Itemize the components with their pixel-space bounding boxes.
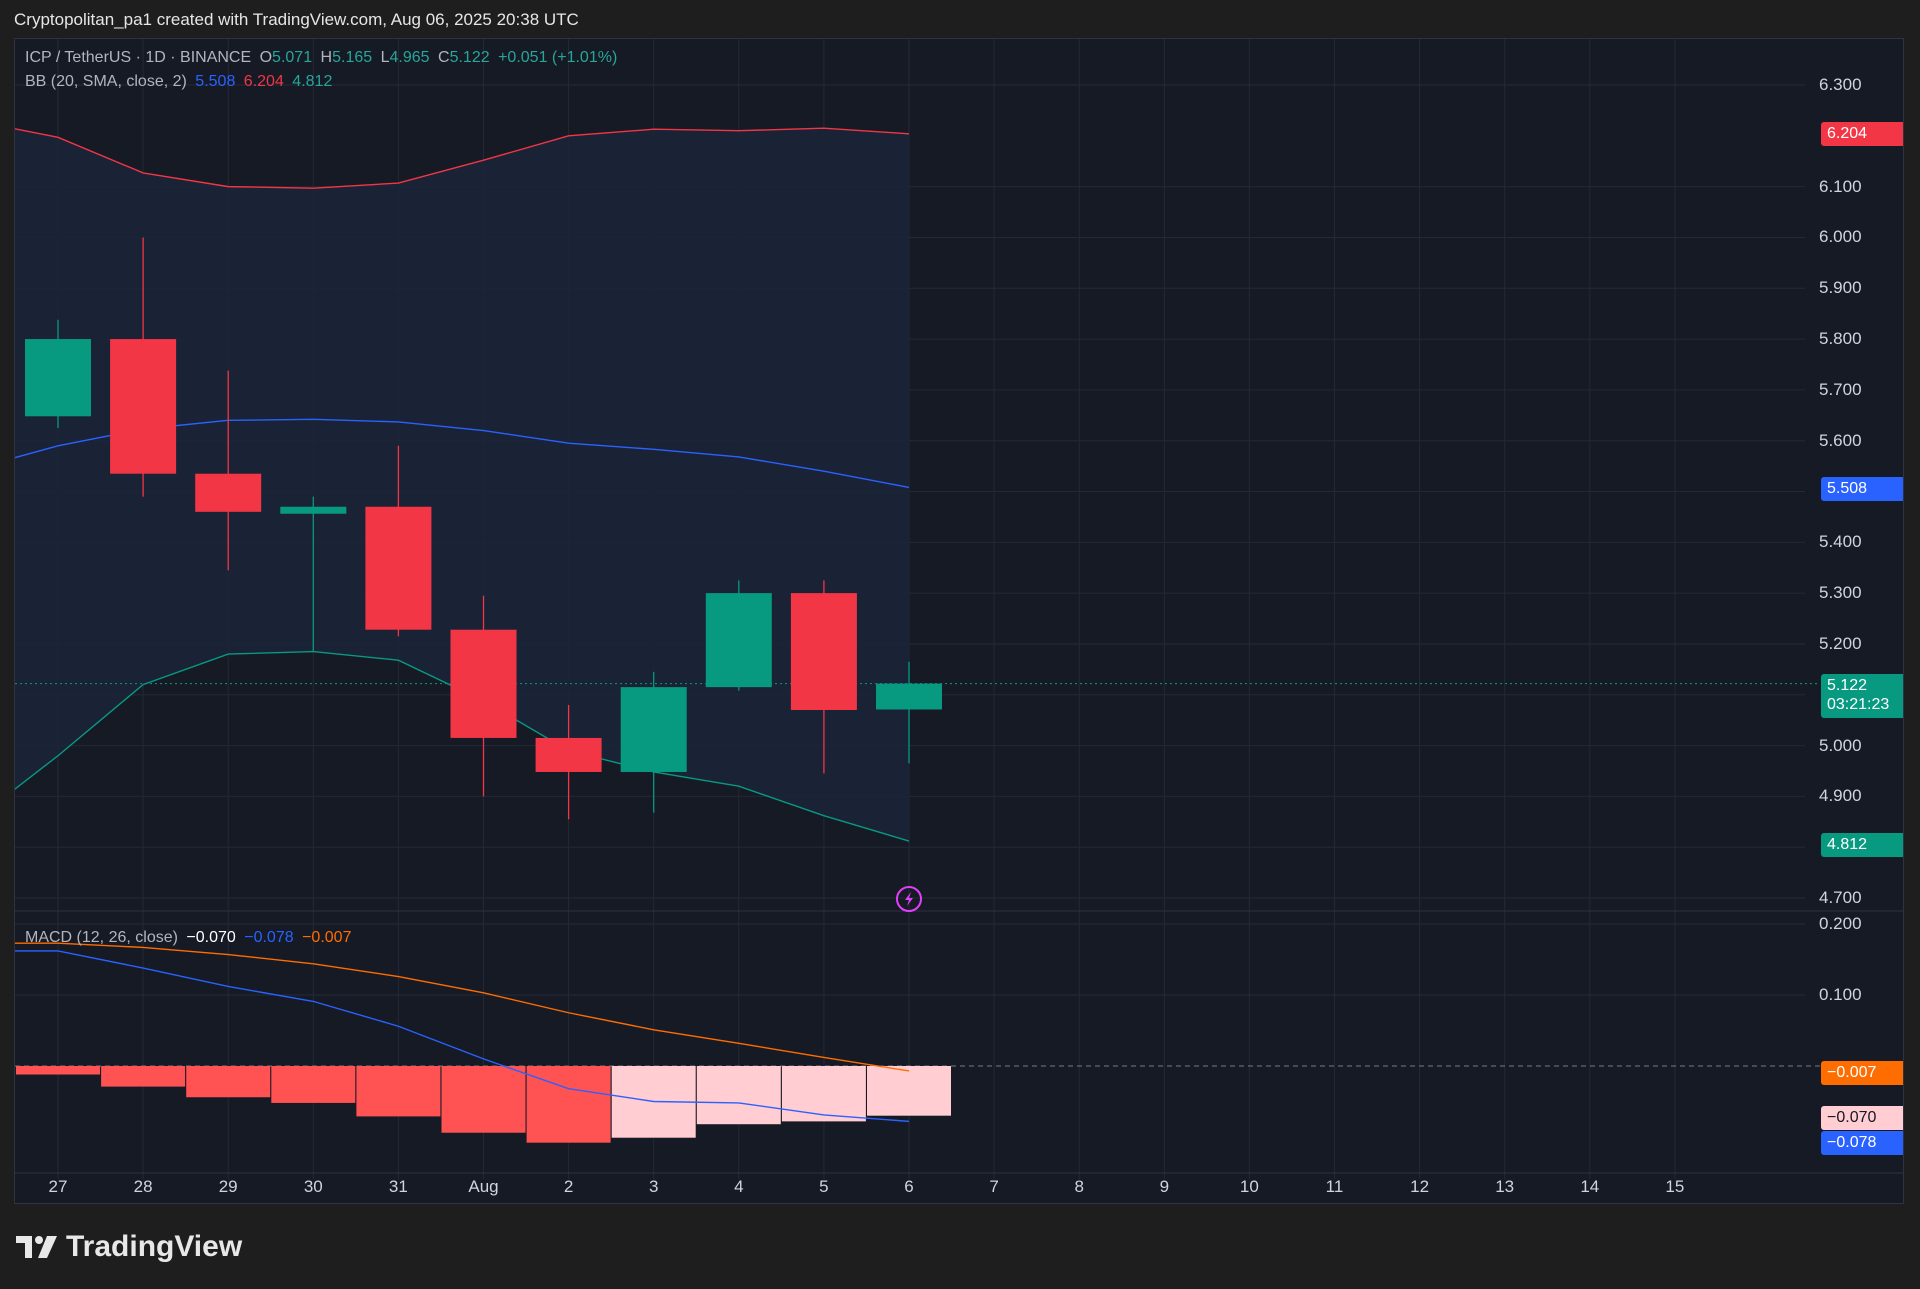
macd-line-value: −0.078 [244, 929, 294, 946]
tradingview-logo[interactable]: TradingView [16, 1230, 242, 1264]
bb-lower-value: 4.812 [292, 73, 333, 90]
macd-signal-value: −0.007 [302, 929, 352, 946]
time-tick-label: 12 [1410, 1177, 1430, 1196]
candle-body [365, 506, 432, 630]
time-tick-label: 5 [819, 1177, 829, 1196]
bb-upper-line [15, 127, 910, 189]
low-label: L [380, 49, 390, 66]
bb-upper-badge: 6.204 [1821, 122, 1903, 146]
time-tick-label: 13 [1495, 1177, 1515, 1196]
price-tick-label: 5.800 [1819, 329, 1862, 349]
time-tick-label: 28 [133, 1177, 153, 1196]
time-tick-label: 31 [388, 1177, 408, 1196]
macd-hist-value: −0.070 [186, 929, 236, 946]
macd-histogram-bar [356, 1066, 441, 1117]
chart-canvas[interactable] [15, 39, 1904, 1204]
price-tick-label: 6.100 [1819, 176, 1862, 196]
macd-histogram-bar [271, 1066, 356, 1103]
high-label: H [320, 49, 333, 66]
candle-body [790, 593, 857, 710]
time-tick-label: 6 [904, 1177, 914, 1196]
open-value: 5.071 [272, 49, 313, 66]
macd-tick-label: 0.100 [1819, 985, 1862, 1004]
price-tick-label: 6.300 [1819, 75, 1862, 94]
price-tick-label: 5.400 [1819, 532, 1862, 552]
macd-label: MACD (12, 26, close) [25, 929, 178, 946]
change-value: +0.051 (+1.01%) [498, 49, 618, 66]
candle-body [195, 473, 262, 512]
low-value: 4.965 [389, 49, 430, 66]
candle-body [280, 506, 347, 514]
bb-lower-badge: 4.812 [1821, 833, 1903, 857]
price-tick-label: 5.900 [1819, 278, 1862, 298]
price-tick-label: 6.000 [1819, 227, 1862, 247]
macd-histogram-bar [781, 1066, 866, 1122]
current-price-value: 5.122 [1827, 677, 1868, 694]
time-tick-label: 30 [303, 1177, 323, 1196]
macd-signal-line [15, 942, 910, 1072]
chart-attribution: Cryptopolitan_pa1 created with TradingVi… [14, 10, 579, 29]
price-tick-label: 5.000 [1819, 735, 1862, 755]
close-value: 5.122 [449, 49, 490, 66]
time-tick-label: 29 [218, 1177, 238, 1196]
time-tick-label: 9 [1159, 1177, 1170, 1196]
macd-histogram-bar [101, 1066, 186, 1087]
candle-body [25, 339, 91, 417]
candle-body [535, 737, 602, 772]
bb-upper-value: 6.204 [243, 73, 284, 90]
macd-line [15, 950, 910, 1123]
candle-body [620, 687, 687, 772]
bb-fill [15, 128, 909, 842]
chart-panel[interactable]: ICP / TetherUS · 1D · BINANCE O5.071 H5.… [14, 38, 1904, 1204]
time-tick-label: 8 [1074, 1177, 1084, 1196]
bb-basis-badge: 5.508 [1821, 477, 1903, 501]
macd-hist-badge: −0.070 [1821, 1106, 1903, 1130]
candle-body [450, 629, 517, 738]
lightning-icon [905, 892, 913, 906]
time-tick-label: 10 [1239, 1177, 1259, 1196]
price-tick-label: 5.700 [1819, 379, 1862, 399]
macd-histogram-bar [696, 1066, 781, 1125]
time-tick-label: Aug [468, 1177, 499, 1196]
bar-countdown: 03:21:23 [1827, 696, 1890, 713]
macd-line-badge: −0.078 [1821, 1131, 1903, 1155]
price-tick-label: 5.200 [1819, 633, 1862, 653]
bb-lower-line [15, 650, 910, 842]
event-marker-icon [896, 886, 922, 912]
bb-basis-value: 5.508 [195, 73, 236, 90]
time-tick-label: 15 [1665, 1177, 1685, 1196]
close-label: C [438, 49, 450, 66]
macd-histogram-bar [526, 1066, 611, 1143]
candle-body [705, 593, 772, 688]
macd-histogram-bar [441, 1066, 526, 1133]
price-tick-label: 5.300 [1819, 583, 1862, 603]
symbol-label[interactable]: ICP / TetherUS · 1D · BINANCE [25, 49, 252, 66]
time-tick-label: 7 [989, 1177, 999, 1196]
price-tick-label: 4.900 [1819, 786, 1862, 806]
time-tick-label: 27 [48, 1177, 68, 1196]
open-label: O [259, 49, 273, 66]
macd-tick-label: 0.200 [1819, 914, 1862, 933]
candle-body [876, 683, 942, 710]
candle-body [110, 339, 177, 474]
price-legend: ICP / TetherUS · 1D · BINANCE O5.071 H5.… [25, 49, 621, 67]
price-tick-label: 5.600 [1819, 430, 1862, 450]
tradingview-logo-icon [16, 1234, 60, 1260]
time-tick-label: 2 [563, 1177, 574, 1196]
tradingview-brand: TradingView [66, 1230, 243, 1263]
time-tick-label: 11 [1325, 1177, 1344, 1196]
time-tick-label: 14 [1580, 1177, 1600, 1196]
macd-legend[interactable]: MACD (12, 26, close) −0.070 −0.078 −0.00… [25, 929, 355, 947]
price-tick-label: 4.700 [1819, 888, 1862, 907]
time-tick-label: 3 [648, 1177, 659, 1196]
time-tick-label: 4 [734, 1177, 744, 1196]
bb-legend[interactable]: BB (20, SMA, close, 2) 5.508 6.204 4.812 [25, 73, 336, 91]
macd-histogram-bar [867, 1066, 951, 1116]
macd-signal-badge: −0.007 [1821, 1061, 1903, 1085]
current-price-badge: 5.122 03:21:23 [1821, 674, 1903, 718]
macd-histogram-bar [186, 1066, 271, 1098]
macd-histogram-bar [16, 1066, 100, 1075]
bb-label: BB (20, SMA, close, 2) [25, 73, 187, 90]
high-value: 5.165 [332, 49, 373, 66]
